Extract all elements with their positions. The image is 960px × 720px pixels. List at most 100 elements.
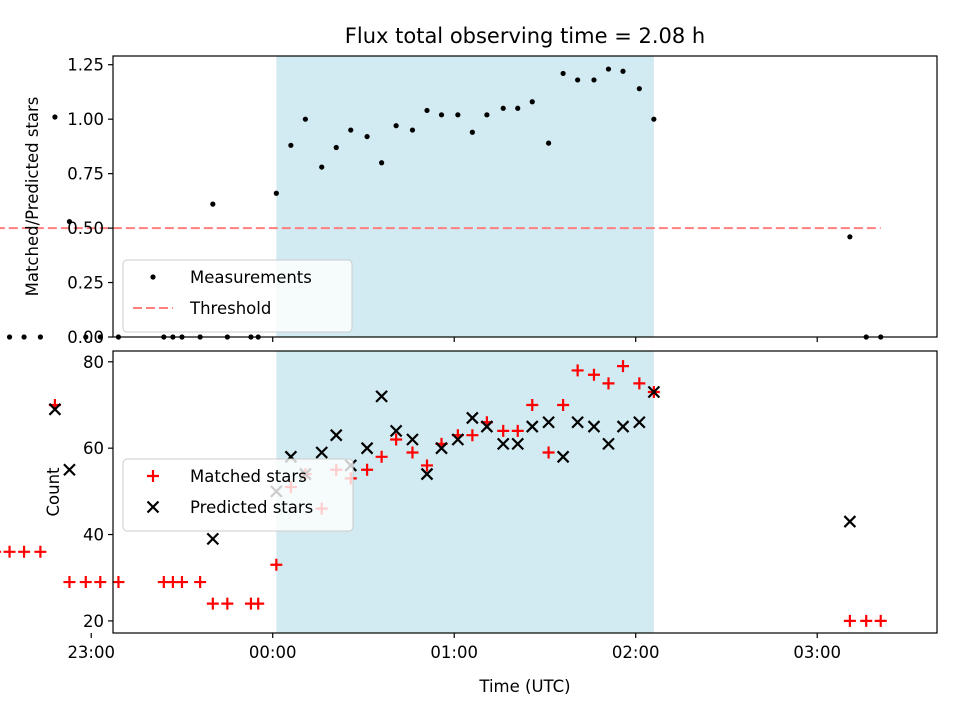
predicted-star-point xyxy=(375,390,388,403)
predicted-star-point xyxy=(633,415,646,429)
y-tick-label: 0.75 xyxy=(67,165,104,184)
predicted-star-point xyxy=(571,415,584,429)
measurement-point xyxy=(455,112,461,118)
y-tick-label: 80 xyxy=(83,353,104,372)
axes-frame xyxy=(112,55,938,338)
x-tick-label: 01:00 xyxy=(430,643,478,662)
matched-star-point xyxy=(34,545,47,558)
measurement-point xyxy=(66,218,73,225)
predicted-star-point xyxy=(647,385,661,399)
matched-star-point xyxy=(617,360,630,373)
measurement-point xyxy=(37,334,44,340)
matched-star-point xyxy=(406,446,419,459)
measurement-point xyxy=(364,133,370,140)
matched-star-point xyxy=(571,364,584,377)
predicted-star-point xyxy=(360,441,374,455)
matched-star-point xyxy=(375,450,388,463)
matched-star-point xyxy=(843,614,856,627)
y-tick-label: 1.00 xyxy=(67,110,104,129)
x-axis-label: Time (UTC) xyxy=(478,677,570,696)
measurement-point xyxy=(545,140,552,146)
predicted-star-point xyxy=(48,403,62,416)
measurement-point xyxy=(651,116,657,122)
predicted-star-point xyxy=(843,515,857,528)
predicted-star-point xyxy=(435,441,448,455)
measurement-point xyxy=(515,105,521,111)
predicted-star-point xyxy=(525,420,539,433)
matched-star-point xyxy=(206,597,219,610)
legend: Measurements Threshold xyxy=(122,259,353,333)
measurement-point xyxy=(97,334,103,340)
x-tick-label: 03:00 xyxy=(793,643,841,662)
measurement-point xyxy=(273,190,279,196)
matched-star-point xyxy=(526,398,539,411)
predicted-star-point xyxy=(406,433,419,446)
y-tick-label: 0.25 xyxy=(67,274,104,293)
matched-star-point xyxy=(79,576,92,589)
measurement-point xyxy=(393,123,399,129)
matched-star-point xyxy=(602,377,615,390)
matched-star-point xyxy=(633,377,646,390)
chart-title: Flux total observing time = 2.08 h xyxy=(345,24,705,48)
matched-star-point xyxy=(497,424,510,437)
legend-label: Predicted stars xyxy=(190,498,313,517)
measurement-point xyxy=(210,201,216,207)
measurement-point xyxy=(424,107,430,114)
y-tick-label: 40 xyxy=(83,526,104,545)
legend-box xyxy=(122,458,354,532)
measurement-point xyxy=(847,234,853,240)
predicted-star-point xyxy=(587,420,601,433)
y-tick-label: 60 xyxy=(83,439,104,458)
measurement-point xyxy=(379,160,385,166)
top-panel: 0.00 0.25 0.50 0.75 1.00 1.25 Matched/Predicte… xyxy=(0,55,938,347)
matched-star-point xyxy=(3,545,16,558)
matched-star-point xyxy=(390,433,403,446)
matched-star-point xyxy=(175,576,188,589)
predicted-star-point xyxy=(556,450,570,464)
measurement-point xyxy=(484,112,490,118)
measurement-point xyxy=(83,334,89,340)
matched-star-point xyxy=(557,398,570,411)
y-axis-label: Matched/Predicted stars xyxy=(23,97,42,297)
legend-label: Threshold xyxy=(189,299,271,318)
measurement-point xyxy=(52,114,58,120)
predicted-star-point xyxy=(542,415,555,429)
predicted-star-point xyxy=(63,463,76,477)
matched-star-point xyxy=(270,558,283,571)
matched-star-point xyxy=(466,429,479,442)
y-tick-label: 0.00 xyxy=(67,328,104,347)
predicted-star-point xyxy=(329,428,343,442)
y-tick-label: 1.25 xyxy=(67,56,104,75)
measurement-point xyxy=(302,116,308,122)
y-tick-label: 20 xyxy=(83,612,104,631)
measurement-point xyxy=(500,105,506,111)
measurement-point xyxy=(469,129,475,135)
measurement-point xyxy=(605,66,612,72)
matched-star-point xyxy=(361,463,374,476)
predicted-star-point xyxy=(496,437,510,451)
x-tick-label: 23:00 xyxy=(67,643,115,662)
matched-star-point xyxy=(511,424,524,437)
measurement-point xyxy=(575,77,581,83)
matched-star-point xyxy=(252,597,265,610)
legend-box xyxy=(122,259,353,333)
matched-star-point xyxy=(587,368,600,381)
matched-star-point xyxy=(874,614,887,627)
y-tick-label: 0.50 xyxy=(67,219,104,238)
predicted-star-point xyxy=(315,446,328,459)
measurement-point xyxy=(529,99,535,105)
measurement-point xyxy=(636,86,642,92)
measurement-point xyxy=(21,334,27,340)
matched-star-point xyxy=(18,545,31,558)
predicted-star-point xyxy=(389,424,403,438)
measurement-point xyxy=(348,127,354,133)
measurement-point xyxy=(560,70,566,77)
x-tick-label: 00:00 xyxy=(249,643,297,662)
legend-label: Measurements xyxy=(190,268,312,287)
legend-measurement-swatch xyxy=(150,274,156,280)
matched-star-point xyxy=(221,597,234,610)
legend: Matched stars Predicted stars xyxy=(122,458,354,532)
measurement-point xyxy=(319,164,325,170)
measurement-point xyxy=(333,144,339,151)
